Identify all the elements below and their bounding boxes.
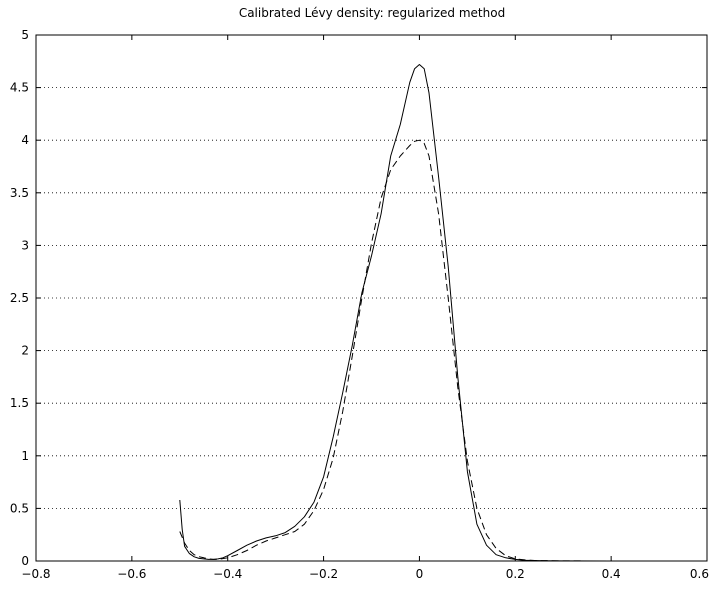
x-tick-label: −0.8: [21, 567, 50, 581]
y-tick-label: 5: [21, 28, 29, 42]
series-line-solid: [179, 64, 707, 562]
x-tick-label: −0.6: [117, 567, 146, 581]
y-tick-label: 2: [21, 344, 29, 358]
y-tick-label: 0: [21, 554, 29, 568]
y-tick-label: 0.5: [10, 501, 29, 515]
x-tick-labels: −0.8 −0.6 −0.4 −0.2 0 0.2 0.4 0.6: [21, 567, 709, 581]
ticks: [35, 34, 708, 562]
y-tick-label: 2.5: [10, 291, 29, 305]
grid: [36, 87, 707, 509]
x-tick-label: 0.2: [506, 567, 525, 581]
y-tick-label: 4: [21, 133, 29, 147]
x-tick-label: 0: [416, 567, 424, 581]
series-line-dashed: [179, 139, 707, 562]
y-tick-label: 3: [21, 238, 29, 252]
y-tick-labels: 0 0.5 1 1.5 2 2.5 3 3.5 4 4.5 5: [10, 28, 29, 568]
series-group: [179, 64, 707, 562]
x-tick-label: 0.4: [602, 567, 621, 581]
x-tick-label: −0.4: [213, 567, 242, 581]
y-tick-label: 4.5: [10, 81, 29, 95]
chart-title: Calibrated Lévy density: regularized met…: [239, 6, 505, 20]
y-tick-label: 1: [21, 449, 29, 463]
x-tick-label: 0.6: [690, 567, 709, 581]
y-tick-label: 3.5: [10, 186, 29, 200]
y-tick-label: 1.5: [10, 396, 29, 410]
x-tick-label: −0.2: [309, 567, 338, 581]
